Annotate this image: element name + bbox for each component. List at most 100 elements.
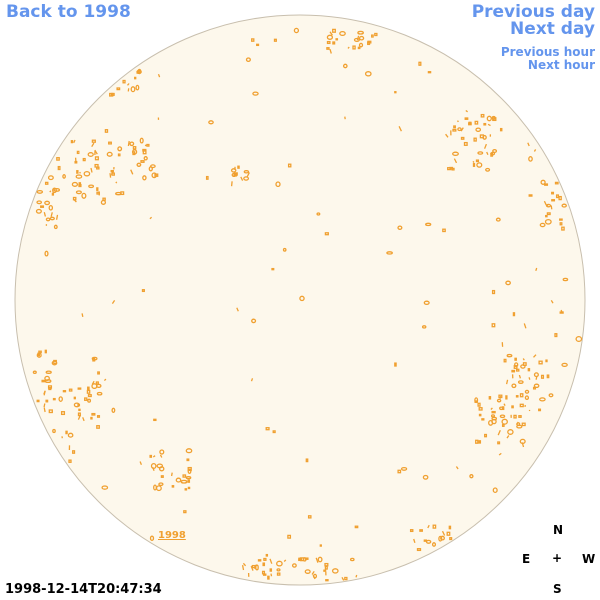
feature-contour — [339, 30, 346, 37]
feature-dot — [94, 163, 99, 168]
feature-dot — [503, 358, 507, 363]
feature-dot — [267, 575, 270, 580]
feature-stroke — [535, 376, 538, 380]
feature-contour — [524, 395, 530, 401]
feature-contour — [490, 151, 496, 156]
feature-dot — [44, 181, 49, 185]
feature-contour — [101, 485, 109, 490]
feature-contour — [452, 151, 459, 157]
feature-stroke — [453, 158, 458, 164]
feature-dot — [513, 414, 517, 419]
feature-dot — [205, 175, 209, 180]
feature-dot — [47, 385, 53, 389]
feature-dot — [324, 232, 329, 236]
feature-dot — [91, 139, 96, 143]
feature-dot — [72, 450, 76, 454]
feature-stroke — [522, 358, 525, 361]
feature-dot — [96, 187, 99, 191]
next-day-link[interactable]: Next day — [510, 19, 595, 39]
feature-stroke — [356, 35, 360, 41]
feature-contour — [58, 396, 63, 402]
back-to-year-link[interactable]: Back to 1998 — [6, 2, 131, 22]
feature-dot — [419, 529, 423, 532]
year-link[interactable]: 1998 — [158, 530, 186, 541]
feature-stroke — [486, 151, 489, 156]
feature-dot — [146, 143, 150, 147]
feature-contour — [48, 204, 54, 211]
feature-dot — [96, 425, 100, 429]
feature-dot — [475, 439, 479, 444]
feature-dot — [545, 359, 548, 363]
feature-dot — [474, 400, 478, 403]
feature-contour — [243, 176, 250, 181]
feature-dot — [251, 564, 256, 569]
feature-dot — [513, 365, 518, 369]
feature-stroke — [77, 414, 81, 420]
feature-stroke — [550, 205, 553, 210]
feature-stroke — [240, 176, 244, 181]
feature-dot — [519, 403, 524, 408]
feature-contour — [304, 569, 311, 574]
feature-contour — [44, 200, 51, 206]
feature-contour — [148, 166, 153, 172]
previous-hour-link[interactable]: Previous hour — [500, 45, 595, 59]
feature-dot — [491, 289, 496, 295]
feature-stroke — [455, 466, 459, 470]
feature-dot — [448, 525, 452, 530]
feature-dot — [77, 387, 82, 390]
feature-dot — [44, 349, 47, 354]
feature-contour — [539, 222, 546, 228]
feature-stroke — [329, 49, 332, 54]
feature-contour — [316, 212, 321, 216]
feature-dot — [287, 163, 292, 168]
feature-stroke — [250, 378, 254, 382]
feature-dot — [427, 71, 432, 74]
feature-stroke — [472, 160, 475, 163]
compass-center: + — [552, 551, 563, 565]
feature-dot — [70, 140, 74, 144]
next-hour-link[interactable]: Next hour — [527, 58, 595, 72]
feature-stroke — [49, 190, 52, 193]
feature-dot — [515, 368, 520, 372]
feature-dot — [551, 191, 555, 195]
feature-stroke — [43, 212, 47, 217]
feature-stroke — [170, 472, 173, 477]
feature-dot — [134, 76, 137, 80]
feature-contour — [282, 247, 287, 252]
feature-dot — [92, 357, 96, 362]
feature-stroke — [283, 559, 287, 562]
feature-dot — [518, 415, 522, 418]
feature-dot — [41, 379, 46, 383]
feature-stroke — [506, 435, 510, 439]
feature-dot — [460, 136, 465, 140]
feature-dot — [394, 362, 397, 367]
feature-contour — [517, 380, 524, 384]
feature-dot — [68, 459, 72, 463]
feature-contour — [87, 398, 92, 403]
feature-dot — [561, 226, 565, 231]
feature-stroke — [130, 169, 134, 175]
previous-day-link[interactable]: Previous day — [471, 2, 595, 22]
feature-contour — [475, 127, 482, 132]
feature-dot — [527, 368, 531, 372]
feature-contour — [129, 141, 135, 147]
feature-stroke — [127, 140, 130, 147]
feature-dot — [478, 440, 482, 444]
feature-dot — [335, 38, 339, 41]
feature-contour — [520, 364, 526, 369]
magnetic-features — [32, 27, 583, 582]
feature-dot — [187, 466, 192, 472]
feature-dot — [261, 570, 266, 575]
feature-contour — [539, 397, 546, 402]
feature-contour — [139, 137, 144, 144]
feature-dot — [183, 510, 187, 514]
feature-dot — [478, 407, 483, 411]
feature-contour — [533, 372, 539, 378]
feature-stroke — [545, 204, 549, 207]
feature-stroke — [505, 379, 509, 385]
compass-east: E — [522, 552, 531, 566]
feature-stroke — [398, 126, 402, 132]
feature-dot — [182, 474, 187, 478]
feature-contour — [45, 217, 51, 222]
